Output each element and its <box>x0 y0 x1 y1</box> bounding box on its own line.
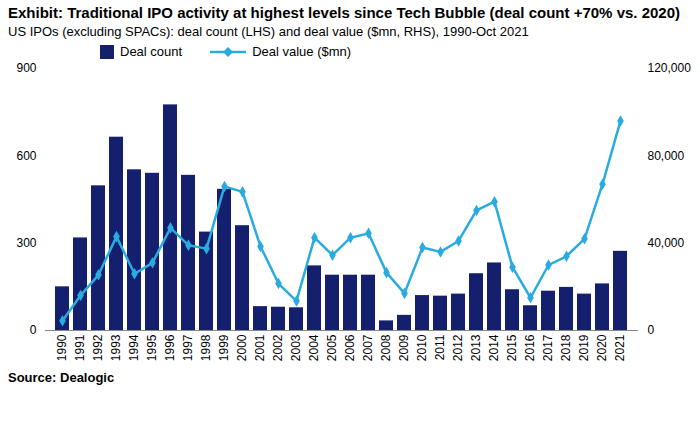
svg-text:1993: 1993 <box>109 334 123 361</box>
svg-text:2010: 2010 <box>415 334 429 361</box>
svg-text:0: 0 <box>648 323 655 337</box>
svg-text:2011: 2011 <box>433 334 447 360</box>
svg-text:2004: 2004 <box>307 334 321 361</box>
svg-text:2013: 2013 <box>469 334 483 361</box>
html-text:Source: Dealogic: Source: Dealogic <box>8 370 115 385</box>
svg-text:2001: 2001 <box>253 334 267 361</box>
svg-text:1995: 1995 <box>145 334 159 361</box>
svg-text:2012: 2012 <box>451 334 465 361</box>
svg-text:120,000: 120,000 <box>648 61 692 75</box>
svg-text:2009: 2009 <box>397 334 411 361</box>
svg-text:2021: 2021 <box>613 334 627 361</box>
html-text:Deal count: Deal count <box>120 44 183 59</box>
svg-text:600: 600 <box>16 149 36 163</box>
svg-text:1997: 1997 <box>181 334 195 361</box>
svg-text:1992: 1992 <box>91 334 105 361</box>
svg-text:1991: 1991 <box>73 334 87 361</box>
svg-text:2000: 2000 <box>235 334 249 361</box>
svg-text:2020: 2020 <box>595 334 609 361</box>
html-text:US IPOs (excluding SPACs): dea: US IPOs (excluding SPACs): deal count (L… <box>8 24 529 39</box>
svg-text:900: 900 <box>16 61 36 75</box>
html-text:Deal value ($mn): Deal value ($mn) <box>252 44 352 59</box>
svg-text:2015: 2015 <box>505 334 519 361</box>
svg-text:40,000: 40,000 <box>648 236 685 250</box>
svg-text:2019: 2019 <box>577 334 591 361</box>
svg-text:300: 300 <box>16 236 36 250</box>
svg-text:1999: 1999 <box>217 334 231 361</box>
svg-text:2014: 2014 <box>487 334 501 361</box>
svg-text:1994: 1994 <box>127 334 141 361</box>
svg-text:2005: 2005 <box>325 334 339 361</box>
svg-text:2002: 2002 <box>271 334 285 361</box>
svg-text:2008: 2008 <box>379 334 393 361</box>
svg-text:2006: 2006 <box>343 334 357 361</box>
svg-text:80,000: 80,000 <box>648 149 685 163</box>
svg-text:0: 0 <box>30 323 37 337</box>
svg-text:2016: 2016 <box>523 334 537 361</box>
svg-text:2018: 2018 <box>559 334 573 361</box>
svg-text:2003: 2003 <box>289 334 303 361</box>
html-text:Exhibit: Traditional IPO activ: Exhibit: Traditional IPO activity at hig… <box>8 4 680 21</box>
svg-text:2007: 2007 <box>361 334 375 361</box>
svg-text:2017: 2017 <box>541 334 555 361</box>
svg-text:1996: 1996 <box>163 334 177 361</box>
svg-text:1990: 1990 <box>55 334 69 361</box>
svg-text:1998: 1998 <box>199 334 213 361</box>
